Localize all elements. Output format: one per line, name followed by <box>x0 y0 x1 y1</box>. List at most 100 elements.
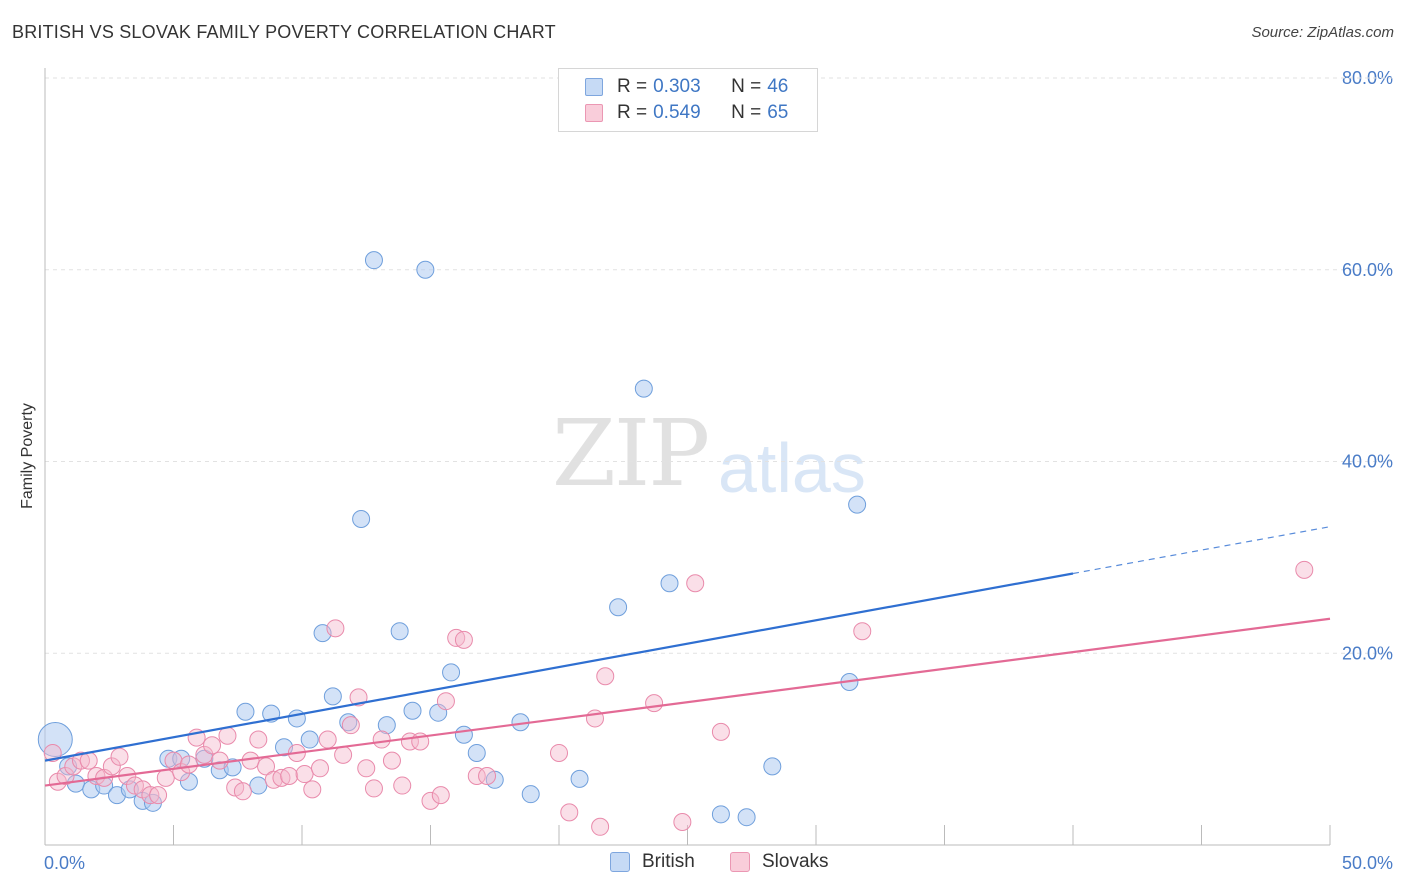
slovaks-point <box>295 765 314 784</box>
slovaks-point <box>71 751 90 770</box>
british-point <box>403 701 422 720</box>
slovaks-point <box>141 786 160 805</box>
legend-n-value: 65 <box>767 102 789 123</box>
slovaks-point <box>478 766 497 785</box>
slovaks-point <box>102 757 121 776</box>
bottom-legend-british: British <box>610 851 695 873</box>
british-point <box>352 510 371 529</box>
british-point <box>339 713 358 732</box>
slovaks-point <box>560 803 579 822</box>
slovaks-point <box>591 817 610 836</box>
slovaks-point <box>310 759 329 778</box>
slovaks-point <box>218 726 237 745</box>
slovaks-point <box>110 747 129 766</box>
slovaks-point <box>382 751 401 770</box>
chart-title: BRITISH VS SLOVAK FAMILY POVERTY CORRELA… <box>12 22 556 42</box>
british-point <box>300 730 319 749</box>
british-trend-extension <box>1072 526 1331 575</box>
slovaks-point <box>357 759 376 778</box>
british-point <box>37 722 73 758</box>
legend-row-slovaks: R = 0.549 N = 65 <box>585 101 788 125</box>
british-point <box>848 495 867 514</box>
slovaks-point <box>249 730 268 749</box>
slovaks-trend-line <box>44 617 1331 787</box>
british-swatch <box>585 78 603 96</box>
british-point <box>287 709 306 728</box>
x-tick-label: 0.0% <box>44 853 85 873</box>
slovaks-point <box>364 779 383 798</box>
british-point <box>249 776 268 795</box>
british-swatch <box>610 852 630 872</box>
british-point <box>377 716 396 735</box>
slovaks-point <box>711 722 730 741</box>
british-point <box>390 622 409 641</box>
legend-r-label: R = <box>617 102 648 123</box>
british-point <box>609 598 628 617</box>
slovaks-point <box>233 782 252 801</box>
legend-n-value: 46 <box>767 76 789 97</box>
slovaks-swatch <box>730 852 750 872</box>
british-point <box>763 757 782 776</box>
slovaks-point <box>421 791 440 810</box>
slovaks-point <box>393 776 412 795</box>
british-point <box>364 251 383 270</box>
watermark-atlas: atlas <box>718 429 866 507</box>
slovaks-point <box>1295 560 1314 579</box>
slovaks-point <box>43 743 62 762</box>
bottom-legend-slovaks-label: Slovaks <box>762 851 829 872</box>
slovaks-point <box>326 619 345 638</box>
legend-r-value: 0.303 <box>653 76 701 97</box>
slovaks-point <box>431 786 450 805</box>
slovaks-point <box>372 730 391 749</box>
british-point <box>323 687 342 706</box>
legend-r-label: R = <box>617 76 648 97</box>
slovaks-point <box>436 692 455 711</box>
legend-n-label: N = <box>731 76 762 97</box>
slovaks-point <box>454 630 473 649</box>
x-tick-label: 50.0% <box>1342 853 1393 873</box>
legend-r-value: 0.549 <box>653 102 701 123</box>
slovaks-point <box>550 743 568 762</box>
british-point <box>737 808 756 827</box>
source-label: Source: ZipAtlas.com <box>1251 24 1394 41</box>
slovaks-point <box>280 766 299 785</box>
british-point <box>236 702 255 721</box>
bottom-legend: British Slovaks <box>0 851 1406 877</box>
slovaks-point <box>447 628 466 647</box>
bottom-legend-british-label: British <box>642 851 695 872</box>
british-point <box>521 785 540 804</box>
slovaks-point <box>349 688 368 707</box>
slovaks-point <box>334 745 353 764</box>
slovaks-point <box>156 768 175 787</box>
legend-n-label: N = <box>731 102 762 123</box>
british-point <box>442 663 461 682</box>
slovaks-swatch <box>585 104 603 122</box>
slovaks-point <box>210 751 229 770</box>
slovaks-point <box>596 667 615 686</box>
slovaks-point <box>179 755 198 774</box>
slovaks-point <box>149 786 168 805</box>
legend: R = 0.303 N = 46 R = 0.549 N = 65 <box>558 68 818 132</box>
slovaks-point <box>467 766 486 785</box>
slovaks-point <box>686 574 705 593</box>
y-tick-label: 40.0% <box>1342 452 1393 472</box>
british-point <box>570 769 589 788</box>
british-point <box>660 574 679 593</box>
legend-row-british: R = 0.303 N = 46 <box>585 75 788 99</box>
slovaks-point <box>264 770 283 789</box>
british-trend-line <box>44 572 1074 762</box>
slovaks-point <box>203 736 222 755</box>
bottom-legend-slovaks: Slovaks <box>730 851 829 873</box>
british-point <box>711 805 730 824</box>
slovaks-point <box>272 768 291 787</box>
slovaks-point <box>673 812 692 831</box>
y-tick-label: 60.0% <box>1342 260 1393 280</box>
slovaks-point <box>56 766 75 785</box>
slovaks-point <box>341 716 360 735</box>
y-tick-label: 20.0% <box>1342 643 1393 663</box>
british-point <box>634 379 653 398</box>
british-point <box>416 260 435 279</box>
watermark-zip: ZIP <box>552 400 710 507</box>
slovaks-point <box>645 694 664 713</box>
